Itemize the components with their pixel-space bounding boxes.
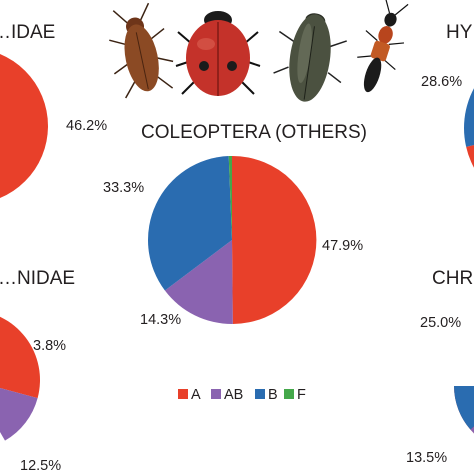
pie-center-label-a: 47.9% [322,238,363,254]
pie-bottom-right-slice-ab [470,426,474,434]
pie-top-left-title: …IDAE [0,22,55,43]
pie-bottom-right-slice-b [454,386,474,430]
brown-longhorn-beetle-image [109,2,174,99]
pie-bottom-left-label-ab: 12.5% [20,458,61,474]
pie-top-right: HY… 28.6% [421,22,474,168]
legend: A AB B F [178,387,306,403]
pie-center: COLEOPTERA (OTHERS) 47.9% 14.3% 33.3% [103,122,367,328]
pie-center-slice-a [232,155,317,324]
legend-label-f: F [297,387,306,403]
pie-center-slice-f [228,155,232,240]
legend-swatch-f [284,389,294,399]
pie-center-slice-ab [164,240,233,325]
legend-label-b: B [268,387,278,403]
pie-bottom-right-label-ab: 13.5% [406,450,447,466]
pie-bottom-left-label-f: 3.8% [33,338,66,354]
pie-bottom-right-label-a: 25.0% [420,315,461,331]
legend-swatch-b [255,389,265,399]
pie-center-label-b: 33.3% [103,180,144,196]
pie-bottom-left-slice-a [0,316,40,399]
pie-top-left: …IDAE 46.2% [0,22,107,198]
pie-center-slice-b [148,156,232,291]
pie-bottom-right-title: CHR… [432,268,474,289]
pie-bottom-right: CHR… 25.0% 13.5% [406,268,474,466]
red-ladybird-beetle-image [175,11,261,96]
pie-top-left-slice-a [0,54,48,198]
dark-water-beetle-image [273,13,347,102]
pie-top-left-label-a: 46.2% [66,118,107,134]
pie-center-label-ab: 14.3% [140,312,181,328]
pie-top-right-label-b: 28.6% [421,74,462,90]
pie-bottom-left: …NIDAE 3.8% 12.5% [0,268,75,474]
legend-swatch-ab [211,389,221,399]
pie-bottom-left-slice-ab [0,388,38,441]
pie-top-right-slice-a [466,145,474,168]
beetle-photo-strip [109,0,409,102]
pie-bottom-left-title: …NIDAE [0,268,75,289]
pie-top-right-slice-b [464,88,474,147]
legend-label-a: A [191,387,201,403]
pie-top-right-title: HY… [446,22,474,43]
pie-center-title: COLEOPTERA (OTHERS) [141,122,367,143]
legend-swatch-a [178,389,188,399]
red-black-rove-beetle-image [357,0,409,93]
legend-label-ab: AB [224,387,243,403]
